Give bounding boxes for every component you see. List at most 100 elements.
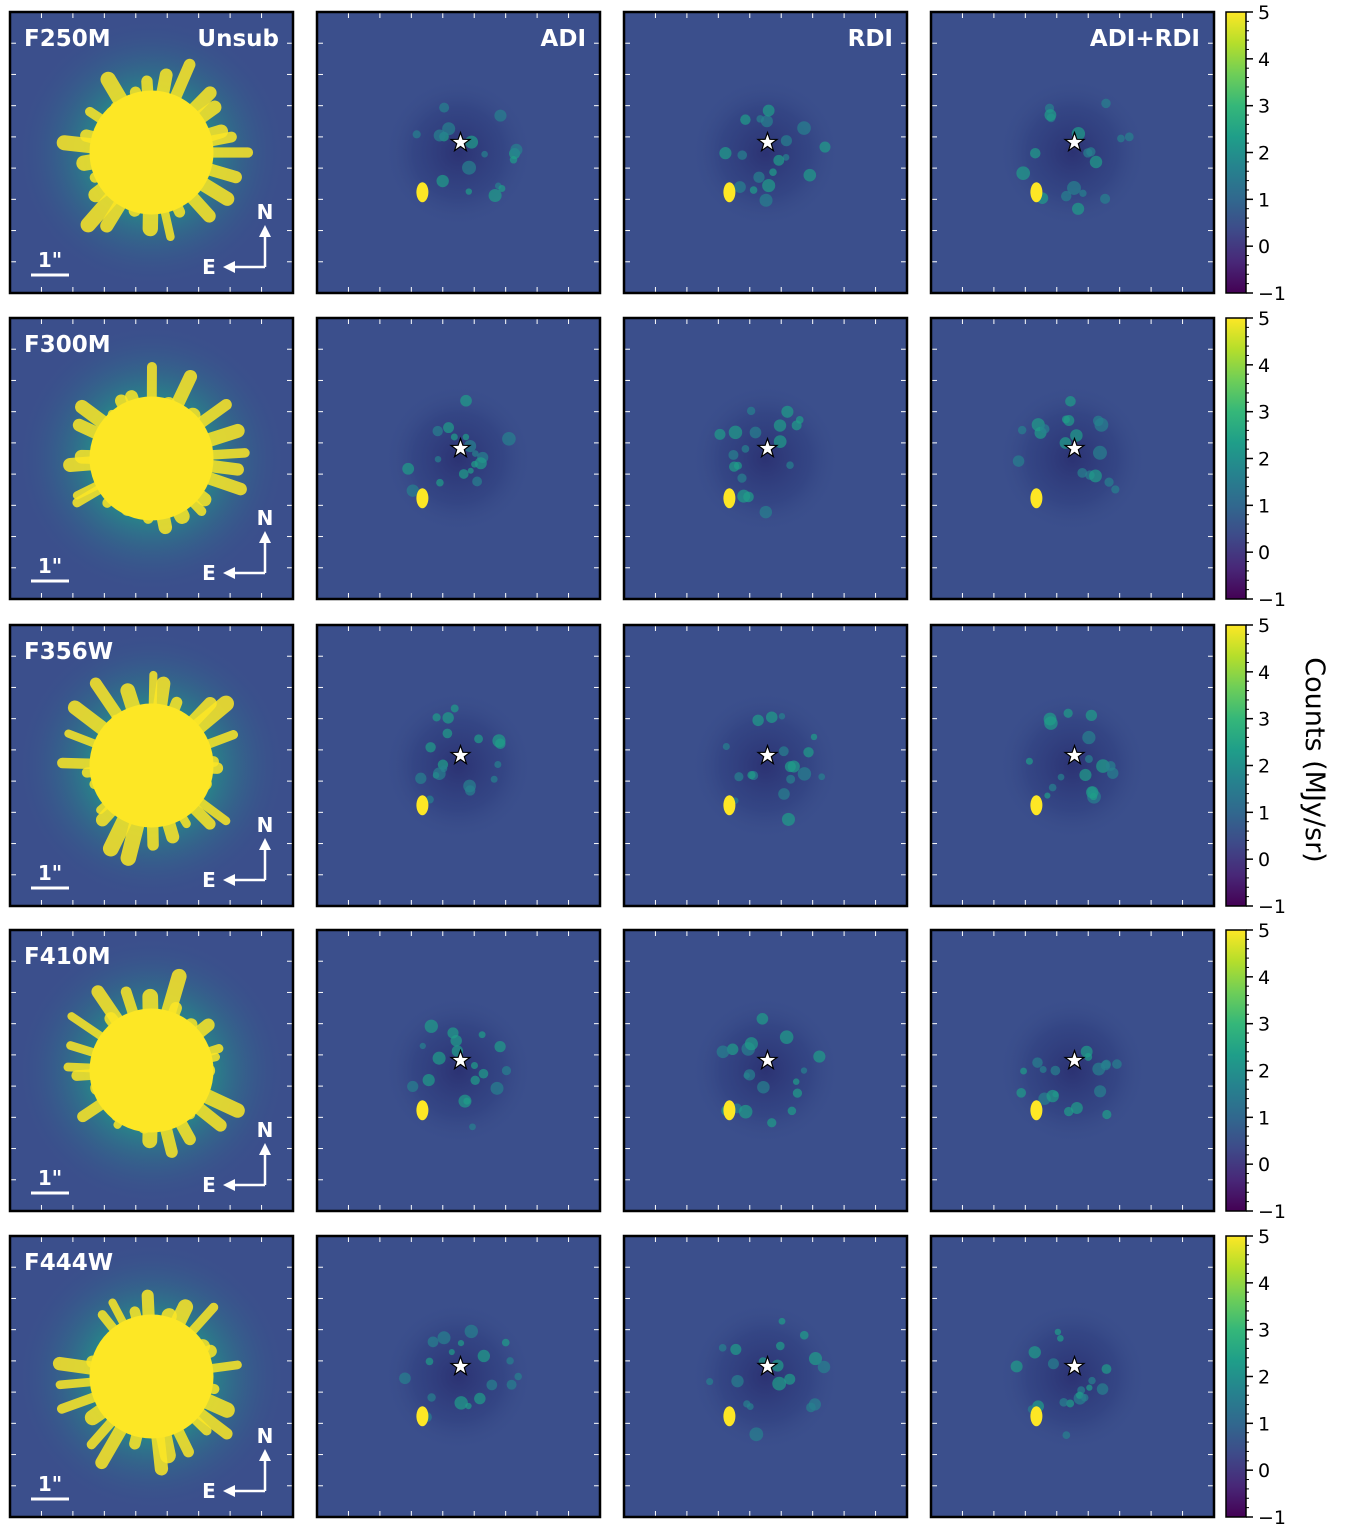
star-marker-icon xyxy=(756,130,779,153)
panel-F410M-ADI+RDI xyxy=(929,928,1216,1213)
speckle xyxy=(440,765,448,773)
companion-source xyxy=(1030,182,1043,203)
colorbar-strip xyxy=(1225,1235,1247,1518)
psf-core xyxy=(89,1008,214,1133)
panel-F410M-RDI xyxy=(622,928,909,1213)
panel-frame xyxy=(622,316,909,601)
speckle xyxy=(448,1349,455,1356)
speckle xyxy=(781,405,794,418)
speckle xyxy=(422,1074,435,1087)
colorbar-tick-label: −1 xyxy=(1258,283,1286,305)
speckle xyxy=(1044,792,1051,799)
speckle xyxy=(1032,1057,1043,1068)
speckle xyxy=(437,1331,451,1345)
speckle xyxy=(1079,768,1092,782)
speckle xyxy=(477,1349,491,1363)
colorbar-F444W: 5 4 3 2 1 0 −1 xyxy=(1225,1226,1286,1528)
colorbar-tick-label: 0 xyxy=(1258,236,1270,258)
star-marker-icon xyxy=(756,1048,779,1071)
colorbar-tick-label: 5 xyxy=(1258,615,1270,637)
speckle xyxy=(458,469,469,479)
speckle xyxy=(778,713,786,720)
speckle xyxy=(784,761,796,773)
speckle xyxy=(1063,708,1073,718)
speckle xyxy=(778,1317,786,1325)
scale-bar-label: 1" xyxy=(38,554,62,578)
speckle xyxy=(729,461,740,472)
speckle xyxy=(1016,1087,1027,1098)
speckle xyxy=(402,462,415,475)
colorbar-strip xyxy=(1225,624,1247,907)
speckle xyxy=(1124,132,1134,142)
speckle xyxy=(765,711,778,723)
speckle xyxy=(1062,1431,1071,1439)
speckle xyxy=(737,150,748,160)
speckle xyxy=(470,1061,478,1070)
panel-frame xyxy=(929,316,1216,601)
speckle xyxy=(781,812,796,826)
star-marker-icon xyxy=(449,130,472,153)
speckle xyxy=(434,455,442,463)
colorbar-tick-label: 5 xyxy=(1258,1226,1270,1248)
panel-frame xyxy=(929,623,1216,908)
colorbar-tick-label: −1 xyxy=(1258,1507,1286,1528)
north-label: N xyxy=(257,813,274,837)
speckle xyxy=(432,713,441,722)
speckle xyxy=(769,168,777,176)
residual-region xyxy=(997,1301,1148,1452)
speckle xyxy=(1040,424,1050,434)
psf-core xyxy=(89,90,214,215)
panel-F300M-ADI+RDI xyxy=(929,316,1216,601)
colorbar-tick-label: 0 xyxy=(1258,849,1270,871)
star-marker-icon xyxy=(449,1048,472,1071)
colorbar-label: Counts (MJy/sr) xyxy=(1299,657,1330,862)
residual-region xyxy=(383,383,534,534)
panel-F300M-Unsub: F300M 1" N E xyxy=(8,316,295,601)
east-arrow-head-icon xyxy=(223,1179,235,1191)
residual-region xyxy=(383,690,534,841)
speckle xyxy=(1067,181,1081,195)
speckle xyxy=(749,186,758,194)
speckle xyxy=(464,1324,478,1339)
speckle xyxy=(1094,417,1109,432)
speckle xyxy=(706,1378,714,1386)
east-arrow-head-icon xyxy=(223,874,235,886)
speckle xyxy=(773,154,785,166)
speckle xyxy=(808,1398,821,1411)
speckle xyxy=(1112,1059,1122,1069)
speckle xyxy=(728,425,743,440)
speckle xyxy=(1096,759,1110,773)
speckle xyxy=(472,476,483,487)
colorbar-tick-label: 3 xyxy=(1258,96,1270,118)
speckle xyxy=(747,771,756,780)
speckle xyxy=(407,1080,419,1093)
north-arrow-head-icon xyxy=(259,225,271,237)
speckle xyxy=(465,188,473,195)
colorbar-F300M: 5 4 3 2 1 0 −1 xyxy=(1225,308,1286,611)
companion-source xyxy=(723,182,736,203)
speckle xyxy=(734,772,744,782)
east-arrow-head-icon xyxy=(223,567,235,579)
speckle xyxy=(803,168,817,182)
speckle xyxy=(412,130,421,139)
speckle xyxy=(454,1396,468,1410)
colorbar-tick-label: 5 xyxy=(1258,2,1270,24)
speckle xyxy=(1086,1384,1093,1391)
speckle xyxy=(478,1068,489,1079)
speckle xyxy=(759,505,773,519)
star-marker-icon xyxy=(756,436,779,459)
north-label: N xyxy=(257,506,274,530)
residual-region xyxy=(690,690,841,841)
speckle xyxy=(1104,477,1114,487)
speckle xyxy=(737,489,751,503)
panel-F410M-Unsub: F410M 1" N E xyxy=(8,928,295,1213)
filter-label: F250M xyxy=(24,26,111,52)
colorbar-tick-label: 3 xyxy=(1258,1320,1270,1342)
scale-bar-label: 1" xyxy=(38,1166,62,1190)
panel-frame xyxy=(929,928,1216,1213)
speckle xyxy=(1083,148,1093,158)
speckle xyxy=(462,160,477,175)
speckle xyxy=(1101,1364,1112,1374)
speckle xyxy=(486,1379,498,1391)
speckle xyxy=(733,181,746,193)
